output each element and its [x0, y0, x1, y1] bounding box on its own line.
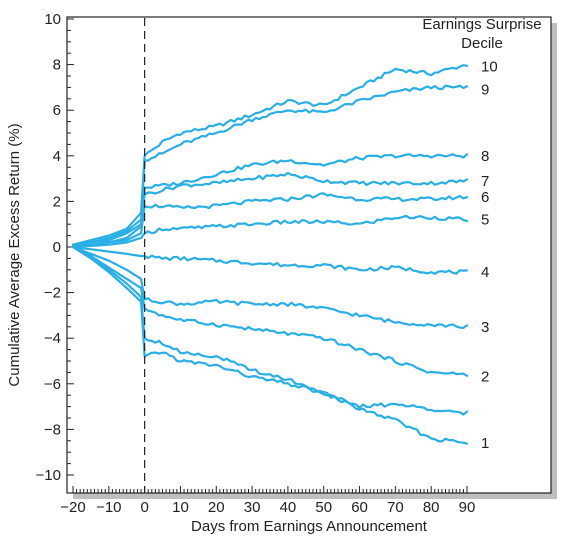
series-labels: 10 9 8 76 5 4 3 2 1: [481, 59, 498, 452]
y-tick-label: 4: [53, 148, 61, 165]
x-tick-label: 30: [244, 499, 261, 516]
x-tick-label: 50: [315, 499, 332, 516]
series-label-decile-8: 8: [481, 148, 489, 165]
plot-area: [66, 16, 552, 494]
series-label-decile-6: 6: [481, 189, 489, 206]
y-tick-label: −4: [44, 330, 61, 347]
series-line-decile-2: [71, 245, 469, 377]
series-label-decile-4: 4: [481, 264, 489, 281]
y-tick-label: −10: [36, 467, 61, 484]
series-label-decile-5: 5: [481, 212, 489, 229]
x-tick-label: 0: [140, 499, 148, 516]
y-tick-label: −8: [44, 421, 61, 438]
y-axis-title: Cumulative Average Excess Return (%): [6, 123, 23, 386]
series-line-decile-4: [71, 245, 469, 275]
series-line-decile-10: [71, 64, 469, 246]
series-label-decile-10: 10: [481, 59, 498, 76]
series-label-decile-3: 3: [481, 319, 489, 336]
x-tick-label: 60: [351, 499, 368, 516]
series-line-decile-3: [71, 245, 469, 329]
legend-title-line-2: Decile: [461, 35, 503, 52]
series-line-decile-6: [71, 192, 469, 247]
x-tick-label: 90: [459, 499, 476, 516]
series-line-decile-8: [71, 153, 469, 246]
series-label-decile-2: 2: [481, 369, 489, 386]
x-tick-label: −10: [96, 499, 121, 516]
series-lines: [71, 64, 469, 445]
x-tick-label: −20: [60, 499, 85, 516]
x-tick-label: 40: [280, 499, 297, 516]
x-tick-label: 10: [172, 499, 189, 516]
series-label-decile-7: 7: [481, 173, 489, 190]
y-tick-label: 0: [53, 239, 61, 256]
y-tick-label: 10: [44, 11, 61, 28]
series-line-extra: [71, 245, 469, 416]
legend-title-line-1: Earnings Surprise: [422, 16, 541, 33]
y-axis-ticks: −10 −8 −6 −4 −2 0 2 4 6 8 10: [36, 11, 74, 484]
y-tick-label: 8: [53, 57, 61, 74]
x-axis-title: Days from Earnings Announcement: [191, 518, 428, 535]
series-line-decile-9: [71, 84, 469, 246]
y-tick-label: −6: [44, 376, 61, 393]
series-label-decile-9: 9: [481, 81, 489, 98]
y-tick-label: −2: [44, 285, 61, 302]
x-tick-label: 70: [387, 499, 404, 516]
y-tick-label: 6: [53, 102, 61, 119]
series-line-decile-5: [71, 214, 469, 249]
series-label-decile-1: 1: [481, 435, 489, 452]
y-tick-label: 2: [53, 193, 61, 210]
x-tick-label: 80: [423, 499, 440, 516]
series-line-decile-7: [71, 171, 469, 247]
x-tick-label: 20: [208, 499, 225, 516]
series-line-decile-1: [71, 245, 469, 445]
x-axis-ticks: −20 −10 0 10 20 30 40 50 60 70 80 90: [60, 486, 475, 516]
